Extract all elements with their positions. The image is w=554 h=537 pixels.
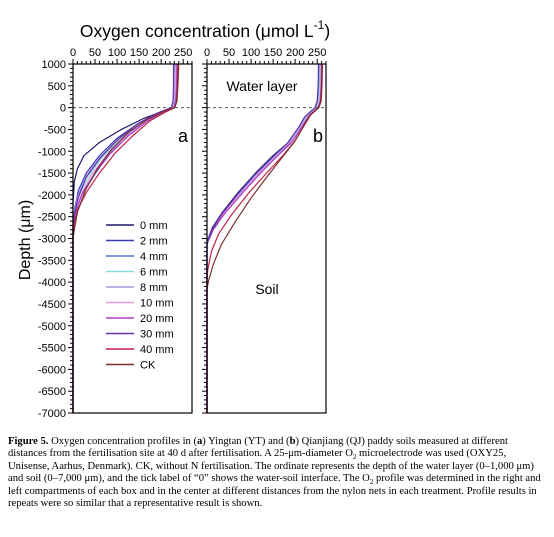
legend-label: CK — [140, 360, 156, 372]
y-tick-label: -7000 — [38, 408, 66, 420]
y-tick-label: -5000 — [38, 321, 66, 333]
series-line-ck — [206, 63, 323, 413]
oxygen-profile-figure: Oxygen concentration (μmol L-1) Depth (μ… — [17, 18, 330, 420]
panel-label: a — [178, 126, 189, 146]
y-tick-label: -6500 — [38, 386, 66, 398]
y-tick-label: -6000 — [38, 364, 66, 376]
x-tick-label: 250 — [308, 47, 326, 59]
panel-label: b — [313, 126, 323, 146]
y-tick-label: -2000 — [38, 190, 66, 202]
x-tick-label: 50 — [223, 47, 235, 59]
caption-body: Oxygen concentration profiles in (a) Yin… — [8, 436, 541, 509]
y-tick-label: -5500 — [38, 343, 66, 355]
y-tick-label: 0 — [60, 103, 66, 115]
chart-panel-b: 0 50 100 150 200 250 b Water layer Soil — [202, 47, 327, 414]
series-line-4-mm — [206, 63, 321, 413]
x-tick-label: 100 — [242, 47, 260, 59]
legend-label: 20 mm — [140, 313, 174, 325]
legend-label: 30 mm — [140, 329, 174, 341]
caption-segment: b — [289, 436, 296, 447]
series-line-8-mm — [206, 63, 320, 413]
series-line-0-mm — [206, 63, 320, 413]
caption-lead: Figure 5. — [8, 436, 49, 447]
series-line-20-mm — [72, 63, 178, 413]
series-line-10-mm — [206, 63, 322, 413]
y-tick-label: -4000 — [38, 277, 66, 289]
y-tick-label: -500 — [44, 124, 66, 136]
caption-segment: microelectrode was used (OXY25, Unisense… — [8, 448, 534, 485]
x-tick-label: 200 — [286, 47, 304, 59]
legend-label: 2 mm — [140, 236, 168, 248]
top-axis-title: Oxygen concentration (μmol L-1) — [80, 18, 330, 41]
y-axis-title: Depth (μm) — [17, 200, 34, 280]
caption-segment: Oxygen concentration profiles in ( — [48, 436, 197, 447]
caption-segment: 2 — [369, 478, 374, 487]
series-line-2-mm — [206, 63, 322, 413]
x-tick-label: 0 — [70, 47, 76, 59]
legend-label: 0 mm — [140, 220, 168, 232]
series-line-30-mm — [72, 64, 175, 413]
water-layer-annotation: Water layer — [226, 78, 297, 94]
figure-caption: Figure 5. Oxygen concentration profiles … — [8, 436, 548, 510]
y-tick-label: 500 — [48, 81, 66, 93]
plot-frame — [72, 63, 193, 414]
y-tick-label: -3500 — [38, 255, 66, 267]
series-line-ck — [72, 63, 179, 413]
x-tick-label: 200 — [152, 47, 170, 59]
y-tick-label: -1500 — [38, 168, 66, 180]
x-tick-label: 150 — [264, 47, 282, 59]
caption-segment: 2 — [352, 453, 357, 462]
chart-panels: 0 50 100 150 200 25010005000-500-1000-1500-20… — [38, 47, 327, 420]
caption-segment: profile was determined in the right and … — [8, 473, 541, 510]
x-tick-label: 150 — [130, 47, 148, 59]
soil-annotation: Soil — [255, 281, 278, 297]
y-tick-label: -2500 — [38, 212, 66, 224]
legend-label: 4 mm — [140, 251, 168, 263]
legend-label: 10 mm — [140, 298, 174, 310]
x-tick-label: 250 — [174, 47, 192, 59]
legend-label: 40 mm — [140, 344, 174, 356]
legend-label: 8 mm — [140, 282, 168, 294]
y-tick-label: -3000 — [38, 234, 66, 246]
chart-panel-a: 0 50 100 150 200 250 1000 500 0 -500 -1000 -1500 -20… — [38, 47, 193, 420]
caption-segment: ) Qianjiang (QJ) paddy soils measured at… — [8, 436, 508, 460]
caption-segment: a — [196, 436, 203, 447]
y-tick-label: 1000 — [42, 59, 66, 71]
series-line-30-mm — [206, 63, 320, 413]
caption-segment: ) Yingtan (YT) and ( — [202, 436, 290, 447]
x-tick-label: 100 — [108, 47, 126, 59]
legend-label: 6 mm — [140, 267, 168, 279]
y-tick-label: -4500 — [38, 299, 66, 311]
y-tick-label: -1000 — [38, 146, 66, 158]
x-tick-label: 50 — [89, 47, 101, 59]
x-tick-label: 0 — [204, 47, 210, 59]
series-line-6-mm — [206, 63, 321, 413]
